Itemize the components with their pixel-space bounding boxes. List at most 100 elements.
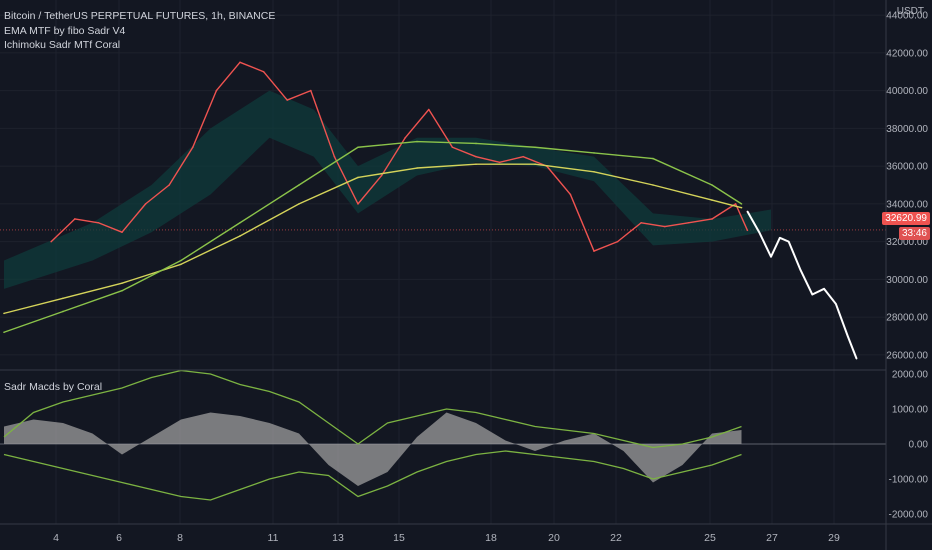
price-tick-label: 26000.00 bbox=[886, 350, 928, 361]
currency-label: USDT bbox=[896, 6, 924, 17]
series-point-projection bbox=[779, 237, 781, 239]
series-point-slow-ma bbox=[239, 235, 241, 237]
series-point-projection bbox=[746, 210, 749, 213]
series-point-projection bbox=[799, 269, 802, 271]
price-tick-label: 30000.00 bbox=[886, 275, 928, 286]
series-point-price bbox=[428, 108, 430, 111]
macd-tick-label: 0.00 bbox=[909, 440, 929, 451]
series-point-slow-ma bbox=[121, 282, 123, 284]
series-point-slow-ma bbox=[3, 312, 5, 315]
macd-signal-lower bbox=[3, 450, 742, 501]
price-tick-label: 42000.00 bbox=[886, 48, 928, 59]
series-point-price bbox=[593, 250, 595, 252]
series-point-projection bbox=[855, 357, 858, 360]
series-point-projection bbox=[770, 255, 772, 258]
series-point-slow-ma bbox=[357, 176, 359, 179]
series-point-projection bbox=[758, 231, 760, 233]
series-point-slow-ma-2 bbox=[475, 142, 477, 145]
series-point-price bbox=[498, 161, 501, 164]
series-point-price bbox=[168, 184, 170, 186]
series-point-slow-ma-2 bbox=[416, 140, 418, 143]
series-point-slow-ma-2 bbox=[62, 310, 64, 313]
price-tick-label: 38000.00 bbox=[886, 124, 928, 135]
series-point-slow-ma bbox=[534, 163, 536, 166]
time-tick-label: 15 bbox=[393, 532, 405, 544]
macd-tick-label: 2000.00 bbox=[892, 370, 929, 381]
ema-indicator-label[interactable]: EMA MTF by fibo Sadr V4 bbox=[4, 25, 126, 37]
time-tick-label: 20 bbox=[548, 532, 560, 544]
time-scale[interactable]: 4 6 8 11 13 15 18 20 22 25 27 29 bbox=[53, 532, 840, 544]
series-point-slow-ma bbox=[416, 167, 418, 169]
series-point-slow-ma-2 bbox=[180, 259, 182, 262]
series-point-slow-ma bbox=[62, 297, 64, 300]
series-point-slow-ma-2 bbox=[298, 184, 300, 186]
time-tick-label: 11 bbox=[268, 532, 279, 544]
price-tick-label: 40000.00 bbox=[886, 86, 928, 97]
series-point-projection bbox=[835, 303, 837, 305]
time-tick-label: 6 bbox=[116, 532, 122, 544]
series-point-price bbox=[475, 155, 477, 158]
series-point-slow-ma bbox=[740, 206, 743, 209]
chart-title[interactable]: Bitcoin / TetherUS PERPETUAL FUTURES, 1h… bbox=[4, 10, 276, 22]
series-line-slow-ma-2 bbox=[3, 140, 742, 333]
main-series-group bbox=[3, 61, 858, 360]
countdown-tag: 33:46 bbox=[898, 227, 930, 240]
series-point-slow-ma-2 bbox=[239, 221, 241, 224]
series-point-slow-ma bbox=[475, 163, 477, 166]
macd-histogram bbox=[4, 412, 742, 486]
time-tick-label: 25 bbox=[704, 532, 716, 544]
last-price-tag: 32620.99 bbox=[882, 212, 930, 225]
series-point-price bbox=[451, 146, 454, 149]
series-point-projection bbox=[823, 288, 825, 290]
series-point-price bbox=[192, 146, 194, 149]
ichimoku-indicator-label[interactable]: Ichimoku Sadr MTf Coral bbox=[4, 39, 121, 51]
series-point-price bbox=[734, 203, 737, 205]
series-point-price bbox=[50, 240, 52, 243]
series-point-slow-ma-2 bbox=[711, 184, 713, 186]
macd-scale[interactable]: 2000.00 1000.00 0.00 -1000.00 -2000.00 bbox=[889, 370, 929, 521]
series-point-price bbox=[746, 229, 749, 232]
price-tick-label: 34000.00 bbox=[886, 199, 928, 210]
series-point-slow-ma bbox=[180, 263, 182, 266]
time-tick-label: 29 bbox=[828, 532, 840, 544]
series-point-slow-ma-2 bbox=[652, 157, 654, 160]
macd-signal-upper bbox=[3, 369, 742, 449]
macd-tick-label: 1000.00 bbox=[892, 405, 929, 416]
series-point-slow-ma bbox=[593, 170, 595, 173]
time-tick-label: 4 bbox=[53, 532, 59, 544]
series-point-price bbox=[333, 155, 336, 158]
series-line-projection bbox=[746, 210, 858, 360]
time-tick-label: 27 bbox=[766, 532, 778, 544]
series-point-price bbox=[404, 137, 407, 139]
series-line-slow-ma bbox=[3, 163, 742, 315]
series-point-price bbox=[616, 240, 619, 243]
series-point-price bbox=[215, 89, 218, 92]
price-tick-label: 36000.00 bbox=[886, 162, 928, 173]
ichimoku-cloud bbox=[4, 90, 771, 289]
ichimoku-cloud-area bbox=[4, 90, 771, 289]
time-tick-label: 18 bbox=[485, 532, 497, 544]
series-point-price bbox=[239, 61, 241, 64]
series-point-price bbox=[711, 218, 713, 220]
series-point-price bbox=[121, 231, 123, 233]
time-tick-label: 13 bbox=[332, 532, 344, 544]
series-point-slow-ma-2 bbox=[3, 331, 5, 334]
time-tick-label: 8 bbox=[177, 532, 183, 544]
series-point-price bbox=[640, 221, 642, 224]
price-tick-label: 28000.00 bbox=[886, 313, 928, 324]
series-point-price bbox=[380, 174, 383, 177]
series-point-price bbox=[74, 218, 76, 220]
series-point-price bbox=[97, 221, 100, 224]
macd-indicator-label[interactable]: Sadr Macds by Coral bbox=[4, 381, 103, 393]
series-point-price bbox=[262, 70, 265, 73]
series-point-price bbox=[310, 89, 312, 92]
price-scale[interactable]: 44000.00 42000.00 40000.00 38000.00 36000.00… bbox=[886, 11, 928, 362]
series-point-slow-ma-2 bbox=[593, 152, 595, 154]
series-point-price bbox=[286, 99, 289, 101]
macd-tick-label: -2000.00 bbox=[889, 510, 929, 521]
series-point-price bbox=[569, 193, 572, 196]
series-point-slow-ma-2 bbox=[534, 146, 536, 149]
macd-pane bbox=[0, 369, 886, 501]
series-point-price bbox=[144, 203, 147, 205]
